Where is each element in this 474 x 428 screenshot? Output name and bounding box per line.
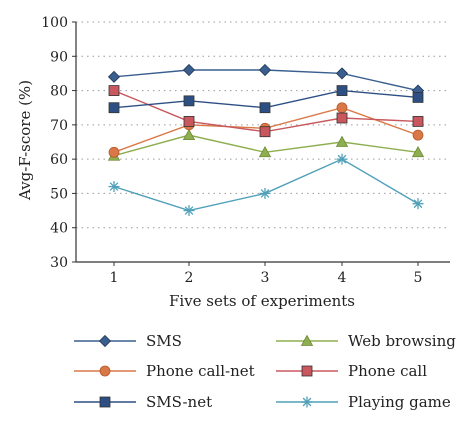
- series-line-playing-game: [113, 158, 419, 212]
- star-stroke: [413, 199, 423, 209]
- star-stroke: [302, 397, 312, 407]
- series-sms-net: [108, 85, 424, 114]
- legend: SMS Web browsing Phone call-net Phone call S…: [74, 332, 456, 411]
- data-point-web-browsing: [335, 135, 349, 147]
- x-tick-label: 3: [261, 270, 270, 286]
- series-sms: [107, 63, 425, 97]
- star-stroke: [337, 154, 347, 164]
- legend-item-web-browsing: Web browsing: [276, 332, 456, 350]
- legend-item-phone-call-net: Phone call-net: [74, 362, 255, 380]
- legend-label: Phone call-net: [146, 362, 255, 380]
- data-point-phone-call-net: [108, 146, 120, 158]
- legend-item-sms-net: SMS-net: [74, 393, 212, 411]
- star-stroke: [260, 189, 270, 198]
- data-point-playing-game: [336, 153, 348, 165]
- data-point-phone-call-net: [336, 102, 348, 114]
- star-stroke: [184, 206, 194, 215]
- y-axis-label: Avg-F-score (%): [16, 80, 34, 201]
- legend-marker: [300, 334, 314, 346]
- star-stroke: [109, 182, 119, 191]
- series-playing-game: [108, 153, 424, 217]
- legend-item-phone-call: Phone call: [276, 362, 427, 380]
- legend-marker: [301, 365, 313, 377]
- legend-label: Web browsing: [348, 332, 456, 350]
- legend-label: SMS-net: [146, 393, 212, 411]
- data-point-web-browsing: [182, 128, 196, 141]
- y-tick-label: 70: [50, 118, 68, 134]
- series-phone-call: [108, 85, 424, 138]
- series-group: [107, 63, 425, 217]
- data-point-phone-call: [412, 116, 424, 127]
- data-point-phone-call-net: [412, 129, 424, 141]
- data-point-web-browsing: [258, 145, 272, 158]
- legend-item-sms: SMS: [74, 332, 182, 350]
- x-tick-label: 5: [414, 270, 423, 286]
- data-point-phone-call: [108, 85, 120, 96]
- y-tick-label: 100: [41, 15, 68, 31]
- data-point-sms-net: [336, 85, 348, 96]
- data-point-web-browsing: [411, 145, 425, 158]
- x-tick-label: 2: [185, 270, 194, 286]
- data-point-sms-net: [412, 92, 424, 103]
- x-tick-label: 4: [338, 270, 347, 286]
- x-tick-label: 1: [110, 270, 119, 286]
- legend-marker: [99, 365, 111, 377]
- legend-item-playing-game: Playing game: [276, 393, 451, 411]
- y-axis-ticks: 30 40 50 60 70 80 90 100: [41, 15, 76, 271]
- legend-label: Playing game: [348, 393, 451, 411]
- data-point-sms: [107, 70, 121, 83]
- y-tick-label: 90: [50, 49, 68, 65]
- data-point-playing-game: [108, 181, 120, 193]
- data-point-sms: [258, 63, 272, 77]
- data-point-phone-call: [183, 116, 195, 127]
- y-tick-label: 40: [50, 221, 68, 237]
- x-axis-ticks: 1 2 3 4 5: [110, 262, 423, 286]
- data-point-sms: [335, 67, 349, 80]
- legend-marker: [99, 396, 111, 408]
- y-tick-label: 60: [50, 152, 68, 168]
- data-point-phone-call: [336, 112, 348, 124]
- axes: [75, 22, 450, 263]
- data-point-sms-net: [183, 95, 195, 107]
- series-web-browsing: [107, 128, 425, 161]
- data-point-sms: [182, 63, 196, 77]
- y-tick-label: 30: [50, 255, 68, 271]
- legend-label: SMS: [146, 332, 182, 350]
- data-point-playing-game: [183, 205, 195, 217]
- data-point-sms-net: [108, 102, 120, 114]
- legend-label: Phone call: [348, 362, 427, 380]
- data-point-sms-net: [259, 102, 271, 114]
- y-tick-label: 50: [50, 186, 68, 202]
- legend-marker: [98, 334, 112, 348]
- legend-marker: [301, 396, 313, 408]
- data-point-playing-game: [412, 198, 424, 210]
- data-point-playing-game: [259, 187, 271, 199]
- data-point-phone-call: [259, 126, 271, 138]
- y-tick-label: 80: [50, 84, 68, 100]
- x-axis-label: Five sets of experiments: [169, 292, 355, 310]
